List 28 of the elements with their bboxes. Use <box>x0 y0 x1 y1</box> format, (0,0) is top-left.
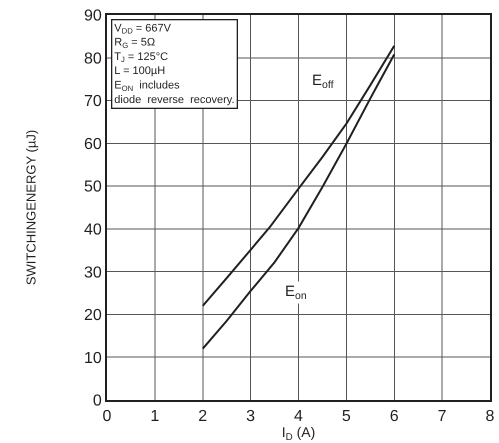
annotation: L = 100µH <box>114 65 166 78</box>
x-tick-label: 6 <box>390 408 399 426</box>
annotation: E$_{ON}$ includes <box>114 80 180 93</box>
y-tick-label: 0 <box>92 392 102 410</box>
y-tick-label: 60 <box>84 136 102 153</box>
annotation: V$_{DD}$ = 667V <box>114 22 172 36</box>
y-tick-label: 10 <box>84 350 102 367</box>
x-tick-label: 1 <box>150 408 160 426</box>
series-label: E$_{off}$ <box>312 72 334 92</box>
x-tick-label: 8 <box>486 408 495 426</box>
y-tick-label: 40 <box>84 221 102 238</box>
annotation: T$_{J}$ = 125°C <box>114 50 168 64</box>
x-tick-label: 5 <box>342 408 351 426</box>
x-tick-label: 4 <box>294 408 304 426</box>
x-tick-label: 7 <box>438 408 447 426</box>
series-label: E$_{on}$ <box>285 283 307 302</box>
y-axis-title: SWITCHINGENERGY (µJ) <box>23 130 38 286</box>
y-tick-label: 20 <box>84 307 102 324</box>
y-tick-label: 70 <box>84 93 102 110</box>
annotation: diode reverse recovery. <box>114 94 235 106</box>
y-tick-label: 90 <box>84 8 102 25</box>
x-tick-label: 3 <box>246 408 256 426</box>
x-axis-title: I$_{D}$ (A) <box>282 424 316 443</box>
y-tick-label: 80 <box>84 50 102 68</box>
y-tick-label: 50 <box>84 178 102 196</box>
annotation: R$_{G}$ = 5Ω <box>114 36 156 50</box>
y-tick-label: 30 <box>84 264 102 282</box>
x-tick-label: 2 <box>198 408 208 426</box>
